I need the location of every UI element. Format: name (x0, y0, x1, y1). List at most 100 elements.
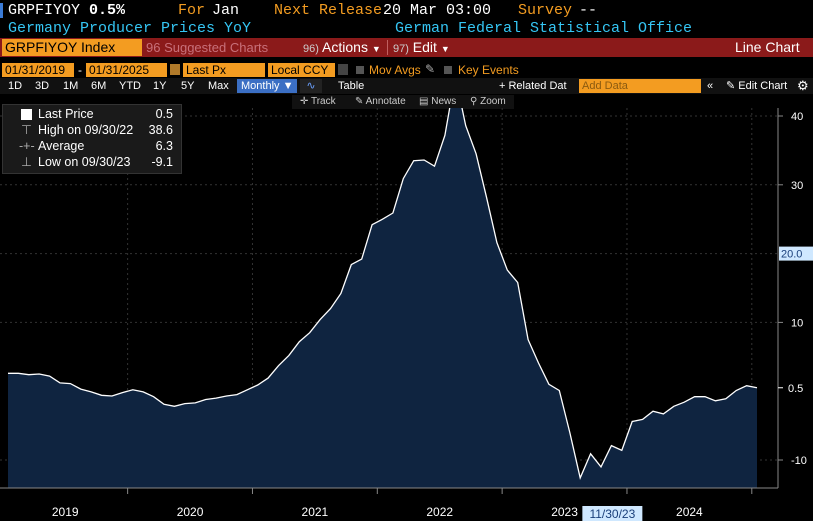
legend-last-price-value: 0.5 (155, 107, 173, 121)
next-release-label: Next Release (274, 2, 383, 19)
low-marker-icon: ⊥ (21, 155, 32, 169)
x-year-label: 2020 (177, 505, 204, 519)
ticker-value: 0.5% (89, 2, 126, 19)
period-max[interactable]: Max (208, 80, 229, 92)
line-chart-icon[interactable]: ∿ (300, 79, 322, 93)
y-tick-label: 10 (791, 317, 803, 329)
actions-menu[interactable]: 96) Actions ▼ (303, 38, 381, 57)
table-button[interactable]: Table (338, 80, 365, 92)
legend-last-price-label: Last Price (38, 107, 94, 121)
legend-low-label: Low on 09/30/23 (38, 155, 131, 169)
frequency-label: Monthly (241, 80, 280, 92)
chart-type[interactable]: Line Chart (735, 39, 800, 55)
x-year-label: 2022 (426, 505, 453, 519)
for-label: For (178, 2, 206, 19)
date-dash: - (78, 63, 82, 77)
settings-gear-icon[interactable]: ⚙ (797, 78, 809, 93)
end-date-field[interactable]: 01/31/2025 (86, 63, 167, 77)
legend-low: ⊥ Low on 09/30/23 -9.1 (3, 154, 179, 170)
edit-num: 97) (393, 43, 409, 55)
divider (387, 40, 388, 55)
calendar-icon[interactable] (170, 64, 180, 75)
suggested-charts-button[interactable]: 96 Suggested Charts (146, 40, 269, 55)
command-bar (0, 38, 813, 57)
start-date-field[interactable]: 01/31/2019 (2, 63, 74, 77)
mov-avgs-checkbox[interactable] (356, 66, 364, 74)
cursor-date-label: 11/30/23 (589, 507, 635, 521)
series-area (8, 108, 757, 488)
annotate-tool[interactable]: ✎ Annotate (355, 96, 406, 107)
source-name: German Federal Statistical Office (395, 20, 693, 37)
actions-label: Actions (322, 39, 368, 55)
related-data-button[interactable]: + Related Dat (499, 80, 567, 92)
caret-down-icon: ▼ (371, 44, 381, 54)
blue-marker (0, 3, 3, 18)
survey-label: Survey (518, 2, 573, 19)
legend-high-value: 38.6 (148, 123, 173, 137)
price-field-select[interactable]: Last Px (183, 63, 265, 77)
white-square-icon (21, 109, 32, 120)
survey-value: -- (579, 2, 598, 19)
legend-high-label: High on 09/30/22 (38, 123, 134, 137)
track-tool[interactable]: ✛ Track (300, 96, 336, 107)
x-year-label: 2024 (676, 505, 703, 519)
edit-menu[interactable]: 97) Edit ▼ (393, 38, 450, 57)
legend-average-value: 6.3 (155, 139, 173, 153)
cursor-date-box (582, 506, 643, 521)
frequency-select[interactable]: Monthly ▼ (237, 79, 298, 93)
legend-average-label: Average (38, 139, 85, 153)
track-label: Track (310, 96, 336, 107)
currency-select[interactable]: Local CCY (268, 63, 335, 77)
edit-label: Edit (412, 39, 437, 55)
legend-last-price: Last Price 0.5 (3, 106, 179, 122)
marked-value-label: 20.0 (781, 249, 802, 261)
news-tool[interactable]: ▤ News (419, 96, 457, 107)
y-tick-label: 30 (791, 180, 803, 192)
actions-num: 96) (303, 43, 319, 55)
annotate-label: Annotate (365, 96, 406, 107)
for-value: Jan (212, 2, 240, 19)
zoom-label: Zoom (480, 96, 506, 107)
ticker-symbol: GRPFIYOY (8, 2, 81, 19)
period-1d[interactable]: 1D (8, 80, 23, 92)
header-bar: GRPFIYOY 0.5% For Jan Next Release 20 Ma… (0, 0, 813, 38)
period-5y[interactable]: 5Y (181, 80, 195, 92)
y-tick-label: -10 (791, 455, 807, 467)
period-6m[interactable]: 6M (91, 80, 107, 92)
x-year-label: 2019 (52, 505, 79, 519)
price-chart[interactable]: 40 30 10 -10 20.0 0.5 2019 2020 2021 2022 2023 2024… (0, 108, 813, 521)
legend-high: ⊤ High on 09/30/22 38.6 (3, 122, 179, 138)
x-year-label: 2023 (551, 505, 578, 519)
high-marker-icon: ⊤ (21, 123, 32, 137)
mov-avgs-label[interactable]: Mov Avgs (369, 63, 421, 77)
currency-dropdown-icon[interactable] (338, 64, 348, 75)
add-data-input[interactable]: Add Data (579, 79, 701, 93)
caret-down-icon: ▼ (440, 44, 450, 54)
key-events-checkbox[interactable] (444, 66, 452, 74)
edit-chart-label: Edit Chart (738, 80, 788, 92)
period-ytd[interactable]: YTD (119, 80, 141, 92)
chart-legend: Last Price 0.5 ⊤ High on 09/30/22 38.6 -… (2, 104, 182, 174)
next-release-value: 20 Mar 03:00 (383, 2, 492, 19)
y-tick-label: 40 (791, 111, 803, 123)
collapse-icon[interactable]: « (707, 80, 714, 92)
pencil-icon[interactable]: ✎ (425, 62, 436, 76)
chart-tools (292, 95, 514, 109)
series-line (8, 108, 758, 480)
marked-value-box (779, 246, 813, 261)
legend-average: -+- Average 6.3 (3, 138, 179, 154)
series-description: Germany Producer Prices YoY (8, 20, 252, 37)
x-year-label: 2021 (302, 505, 329, 519)
key-events-label[interactable]: Key Events (458, 63, 519, 77)
legend-low-value: -9.1 (151, 155, 173, 169)
caret-down-icon: ▼ (282, 80, 294, 92)
last-value-label: 0.5 (788, 383, 803, 395)
period-1y[interactable]: 1Y (153, 80, 167, 92)
average-marker-icon: -+- (19, 139, 35, 153)
edit-chart-button[interactable]: ✎ Edit Chart (726, 80, 788, 92)
security-field[interactable]: GRPFIYOY Index (2, 39, 142, 56)
news-label: News (431, 96, 457, 107)
zoom-tool[interactable]: ⚲ Zoom (470, 96, 506, 107)
period-1m[interactable]: 1M (63, 80, 79, 92)
period-3d[interactable]: 3D (35, 80, 50, 92)
